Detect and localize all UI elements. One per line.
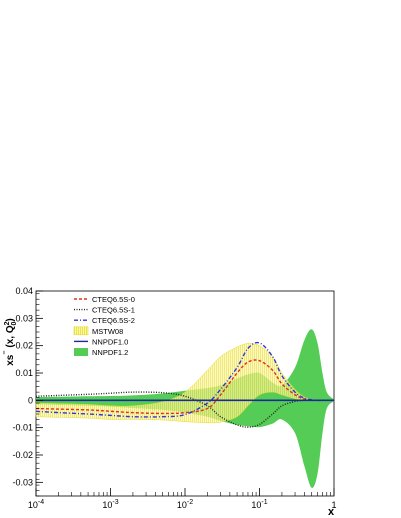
legend-swatch-nnpdf1-2 — [74, 348, 88, 356]
y-tick-label: 0.04 — [15, 286, 33, 296]
legend-label-cteq6-5s-2: CTEQ6.5S-2 — [92, 316, 135, 325]
legend-label-nnpdf1-2: NNPDF1.2 — [92, 348, 128, 357]
x-tick-label: 10-3 — [102, 499, 118, 510]
x-tick-label: 1 — [331, 500, 336, 510]
y-tick-label: 0.03 — [15, 313, 33, 323]
x-axis-label: x — [328, 506, 335, 518]
axes-layer: 0.04 0.03 0.02 0.01 0 -0.01 -0.02 -0.03 10-4 10-3… — [12, 286, 336, 510]
series-line-cteq6-5s-2 — [35, 341, 334, 418]
y-tick-label: -0.01 — [12, 423, 33, 433]
y-tick-label: -0.02 — [12, 450, 33, 460]
y-tick-label: 0.01 — [15, 368, 33, 378]
legend: CTEQ6.5S-0CTEQ6.5S-1CTEQ6.5S-2MSTW08NNPD… — [73, 295, 135, 357]
y-tick-label: 0.02 — [15, 341, 33, 351]
x-tick-label: 10-2 — [177, 499, 193, 510]
x-tick-label: 10-4 — [28, 499, 44, 510]
lines-layer — [35, 341, 334, 428]
y-axis-label: xs⁻ (x, Q20) — [1, 318, 18, 366]
y-tick-label: 0 — [28, 395, 33, 405]
y-tick-label: -0.03 — [12, 477, 33, 487]
legend-label-mstw08: MSTW08 — [92, 327, 123, 336]
series-line-cteq6-5s-1 — [35, 391, 334, 428]
legend-label-cteq6-5s-1: CTEQ6.5S-1 — [92, 306, 135, 315]
x-tick-label: 10-1 — [251, 499, 267, 510]
legend-swatch-mstw08 — [73, 326, 89, 336]
legend-label-cteq6-5s-0: CTEQ6.5S-0 — [92, 295, 135, 304]
legend-label-nnpdf1-0: NNPDF1.0 — [92, 337, 128, 346]
